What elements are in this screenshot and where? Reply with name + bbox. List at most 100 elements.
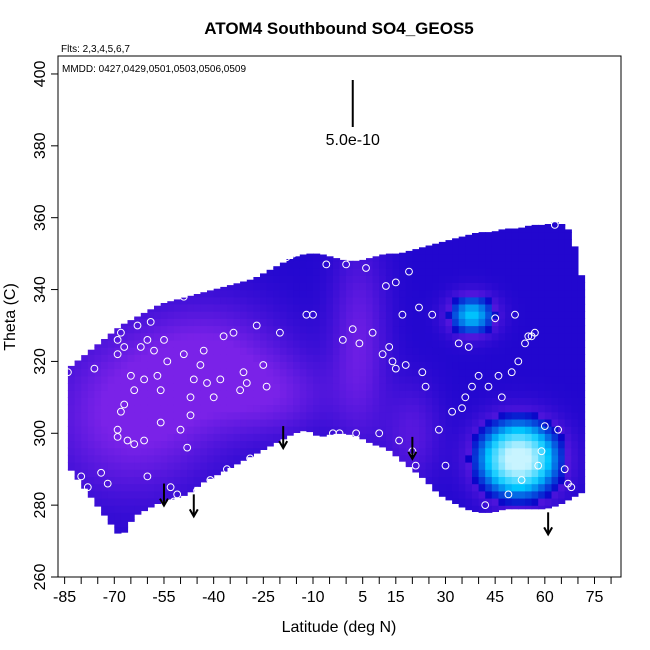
field-cell — [226, 454, 235, 463]
field-cell — [226, 332, 235, 341]
field-cell — [399, 253, 407, 262]
field-cell — [240, 311, 248, 319]
observation-point — [166, 483, 175, 492]
field-cell — [246, 289, 254, 298]
field-cell — [140, 440, 148, 449]
field-cell — [458, 296, 466, 305]
field-cell — [87, 375, 95, 384]
field-cell — [147, 447, 155, 456]
field-cell — [544, 303, 552, 312]
observation-point — [550, 221, 559, 229]
field-cell — [577, 282, 586, 291]
field-cell — [544, 347, 552, 355]
field-cell — [538, 426, 546, 434]
field-cell — [293, 268, 301, 276]
field-cell — [518, 275, 526, 283]
field-cell — [551, 260, 559, 269]
field-cell — [366, 361, 374, 370]
field-cell — [167, 498, 175, 500]
field-cell — [94, 483, 102, 492]
field-cell — [246, 339, 254, 348]
observation-point — [401, 361, 410, 369]
field-cell — [432, 282, 440, 291]
field-cell — [531, 426, 539, 434]
field-cell — [352, 354, 360, 362]
field-cell — [498, 469, 506, 477]
field-cell — [279, 311, 288, 319]
field-cell — [465, 397, 473, 406]
field-cell — [538, 239, 546, 247]
field-cell — [571, 490, 579, 497]
field-cell — [160, 426, 168, 434]
field-cell — [107, 426, 115, 434]
field-cell — [160, 390, 168, 398]
field-cell — [505, 404, 513, 413]
field-cell — [154, 447, 162, 456]
field-cell — [87, 490, 95, 498]
field-cell — [465, 332, 473, 341]
field-cell — [405, 418, 413, 427]
field-cell — [491, 476, 499, 485]
field-cell — [207, 469, 215, 477]
field-cell — [478, 325, 486, 334]
field-cell — [445, 332, 453, 341]
field-cell — [392, 418, 400, 427]
field-cell — [445, 397, 453, 406]
field-cell — [213, 289, 221, 298]
y-tick-label: 300 — [32, 420, 49, 447]
field-cell — [438, 483, 447, 492]
field-cell — [465, 347, 473, 355]
field-cell — [498, 447, 506, 456]
field-cell — [379, 339, 387, 348]
field-cell — [538, 397, 546, 406]
field-cell — [445, 253, 453, 262]
field-cell — [246, 418, 254, 427]
field-cell — [233, 375, 241, 384]
field-cell — [226, 404, 235, 413]
field-cell — [101, 447, 109, 456]
field-cell — [127, 505, 135, 513]
field-cell — [207, 426, 215, 434]
observation-point — [136, 343, 145, 351]
field-cell — [279, 390, 288, 398]
field-cell — [240, 282, 248, 291]
field-cell — [478, 296, 486, 305]
field-cell — [491, 368, 499, 377]
field-cell — [405, 275, 413, 283]
field-cell — [538, 224, 546, 233]
field-cell — [438, 383, 447, 391]
field-cell — [405, 440, 413, 449]
field-cell — [405, 253, 413, 262]
observation-point — [170, 497, 178, 506]
field-cell — [571, 426, 579, 434]
field-cell — [445, 411, 453, 420]
field-cell — [458, 490, 466, 499]
field-cell — [306, 325, 314, 334]
field-cell — [498, 476, 506, 485]
field-cell — [81, 462, 89, 470]
field-cell — [319, 339, 327, 348]
field-cell — [286, 311, 294, 319]
field-cell — [94, 454, 102, 463]
observation-point — [219, 332, 228, 341]
field-cell — [465, 303, 473, 312]
field-cell — [207, 433, 215, 442]
field-cell — [187, 361, 195, 370]
field-cell — [491, 332, 499, 341]
field-cell — [498, 397, 506, 406]
field-cell — [299, 411, 307, 420]
field-cell — [379, 397, 387, 406]
observation-point — [428, 310, 437, 319]
field-cell — [233, 383, 241, 391]
field-cell — [200, 375, 208, 384]
field-cell — [399, 318, 407, 327]
field-cell — [432, 454, 440, 463]
field-cell — [405, 296, 413, 305]
field-cell — [147, 375, 155, 384]
field-cell — [379, 440, 387, 448]
field-cell — [167, 303, 175, 312]
field-cell — [134, 368, 142, 377]
field-cell — [173, 476, 182, 485]
field-cell — [505, 411, 513, 420]
field-cell — [332, 347, 341, 355]
